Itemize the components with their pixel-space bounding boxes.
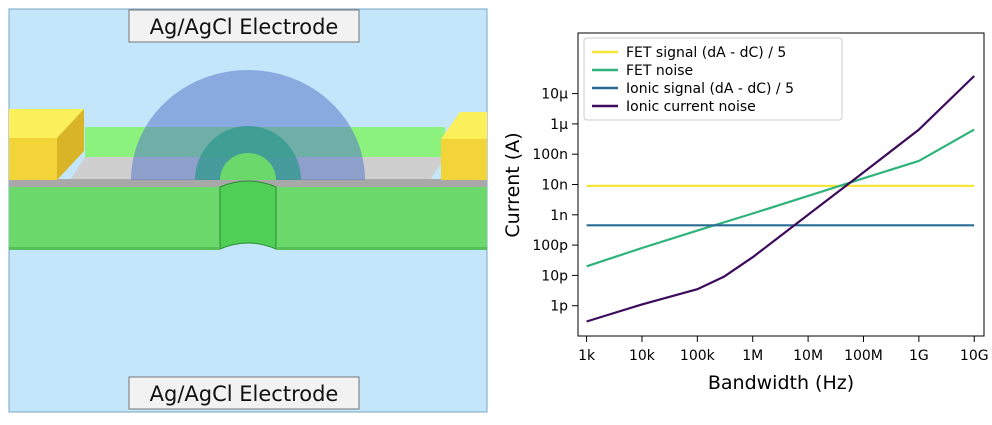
legend-label-0: FET signal (dA - dC) / 5 bbox=[626, 45, 786, 61]
top-electrode-box bbox=[128, 9, 360, 43]
y-axis-label: Current (A) bbox=[502, 132, 524, 237]
y-tick-label: 100p bbox=[532, 238, 568, 254]
x-tick-label: 10k bbox=[629, 348, 656, 364]
membrane-body-right bbox=[276, 187, 487, 249]
chart-svg: 1k 10k 100k 1M 10M 100M 1G 10G 1p 10p 100p 1n 10n 100… bbox=[502, 32, 989, 394]
x-tick-label: 1k bbox=[578, 348, 596, 364]
contact-left-top bbox=[9, 109, 84, 138]
legend-box bbox=[583, 37, 843, 121]
x-tick-label: 1G bbox=[909, 348, 929, 364]
y-tick-label: 10n bbox=[541, 178, 568, 194]
y-tick-label: 1μ bbox=[550, 117, 568, 133]
series-line-1 bbox=[586, 128, 975, 268]
top-electrode-label: Ag/AgCl Electrode bbox=[150, 15, 339, 39]
y-tick-label: 10μ bbox=[541, 87, 568, 103]
x-axis-label: Bandwidth (Hz) bbox=[708, 372, 854, 394]
device-schematic: Ag/AgCl Electrode Ag/AgCl Electrode bbox=[0, 0, 488, 420]
bottom-electrode-label: Ag/AgCl Electrode bbox=[150, 382, 339, 406]
membrane-bottom-edge bbox=[9, 247, 220, 250]
x-tick-label: 100M bbox=[844, 348, 883, 364]
legend: FET signal (dA - dC) / 5 FET noise Ionic s… bbox=[583, 37, 843, 121]
bottom-electrode-box bbox=[128, 376, 360, 410]
contact-left-front bbox=[9, 138, 57, 180]
contact-right-top bbox=[441, 112, 487, 139]
contact-right-front bbox=[441, 139, 487, 180]
ion-cloud-outer bbox=[131, 70, 365, 180]
x-tick-label: 1M bbox=[742, 348, 763, 364]
nanopore-channel bbox=[219, 180, 277, 250]
axis-ticks: 1k 10k 100k 1M 10M 100M 1G 10G 1p 10p 100p 1n 10n 100… bbox=[532, 87, 988, 364]
contact-left-side bbox=[57, 109, 84, 180]
series-lines bbox=[586, 75, 975, 323]
y-tick-label: 100n bbox=[532, 147, 568, 163]
membrane-bottom-edge-right bbox=[276, 247, 487, 250]
x-tick-label: 10G bbox=[960, 348, 989, 364]
pore-core bbox=[220, 153, 276, 180]
y-tick-label: 1p bbox=[550, 299, 568, 315]
legend-label-2: Ionic signal (dA - dC) / 5 bbox=[626, 81, 794, 97]
device-schematic-svg: Ag/AgCl Electrode Ag/AgCl Electrode bbox=[8, 8, 488, 413]
y-tick-label: 1n bbox=[550, 208, 568, 224]
x-tick-label: 100k bbox=[680, 348, 716, 364]
series-line-3 bbox=[586, 75, 975, 323]
y-tick-label: 10p bbox=[541, 268, 568, 284]
legend-label-1: FET noise bbox=[626, 63, 693, 79]
membrane-body-left bbox=[9, 187, 220, 249]
legend-label-3: Ionic current noise bbox=[626, 99, 756, 115]
x-tick-label: 10M bbox=[793, 348, 823, 364]
bandwidth-noise-chart: 1k 10k 100k 1M 10M 100M 1G 10G 1p 10p 100p 1n 10n 100… bbox=[488, 0, 992, 420]
